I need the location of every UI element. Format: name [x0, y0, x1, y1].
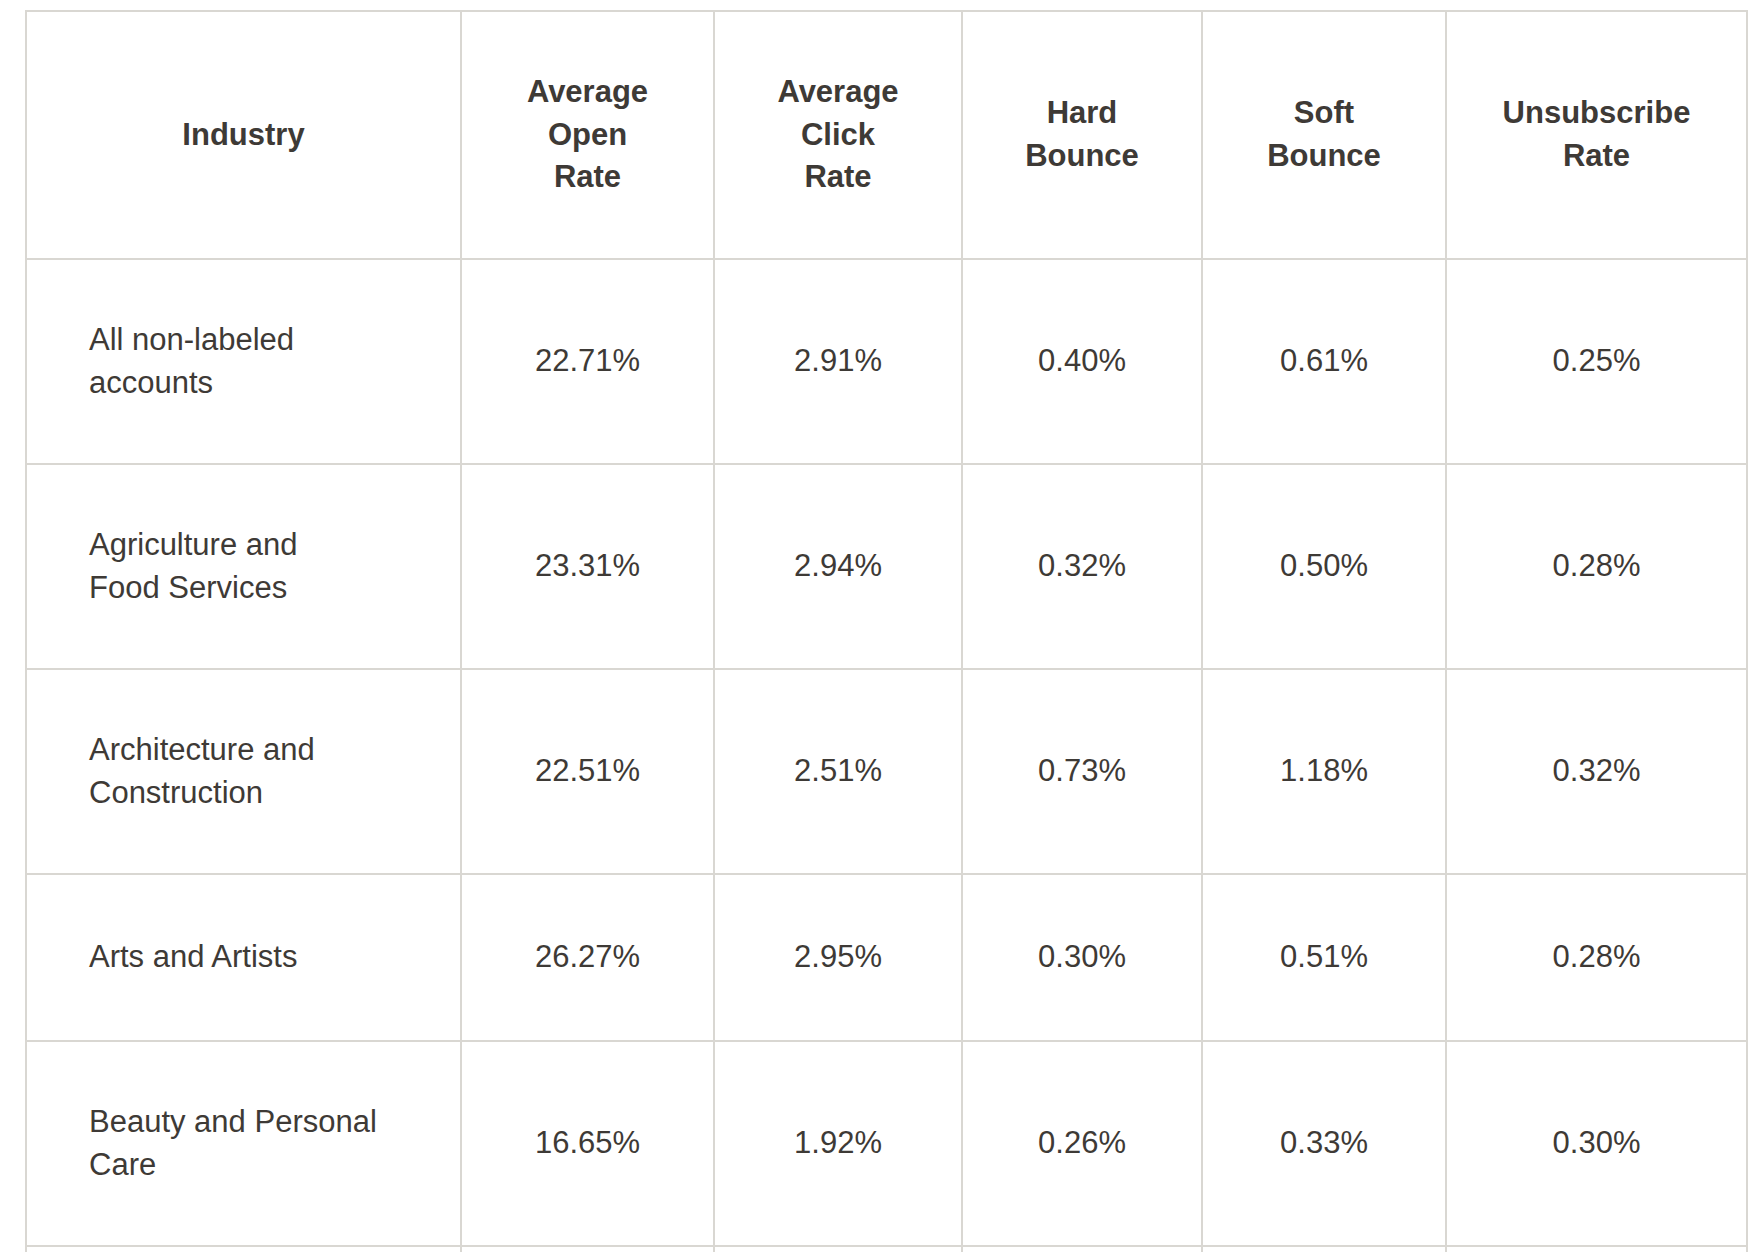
open-rate-cell: 22.71%: [461, 259, 714, 464]
value: 0.33%: [1280, 1125, 1368, 1160]
unsubscribe-rate-cell: 0.32%: [1446, 669, 1747, 874]
table-row: All non-labeled accounts 22.71% 2.91% 0.…: [26, 259, 1747, 464]
click-rate-cell: 1.92%: [714, 1041, 962, 1246]
value: 2.94%: [794, 548, 882, 583]
industry-name: Architecture and Construction: [89, 729, 315, 815]
unsubscribe-rate-cell: 0.28%: [1446, 874, 1747, 1041]
unsubscribe-rate-cell: [1446, 1246, 1747, 1252]
unsubscribe-rate-cell: 0.30%: [1446, 1041, 1747, 1246]
hard-bounce-cell: 0.40%: [962, 259, 1202, 464]
column-header-label: Soft Bounce: [1267, 92, 1381, 178]
hard-bounce-cell: 0.32%: [962, 464, 1202, 669]
value: 1.18%: [1280, 753, 1368, 788]
industry-cell: Beauty and Personal Care: [26, 1041, 461, 1246]
table-row-partial: [26, 1246, 1747, 1252]
column-header-unsubscribe-rate: Unsubscribe Rate: [1446, 11, 1747, 259]
column-header-average-click-rate: Average Click Rate: [714, 11, 962, 259]
table-row: Arts and Artists 26.27% 2.95% 0.30% 0.51…: [26, 874, 1747, 1041]
soft-bounce-cell: 0.50%: [1202, 464, 1446, 669]
soft-bounce-cell: 0.61%: [1202, 259, 1446, 464]
value: 26.27%: [535, 939, 640, 974]
table-row: Architecture and Construction 22.51% 2.5…: [26, 669, 1747, 874]
industry-cell: All non-labeled accounts: [26, 259, 461, 464]
soft-bounce-cell: 0.33%: [1202, 1041, 1446, 1246]
industry-cell: Architecture and Construction: [26, 669, 461, 874]
soft-bounce-cell: 1.18%: [1202, 669, 1446, 874]
value: 0.32%: [1038, 548, 1126, 583]
value: 0.50%: [1280, 548, 1368, 583]
value: 16.65%: [535, 1125, 640, 1160]
unsubscribe-rate-cell: 0.25%: [1446, 259, 1747, 464]
value: 0.40%: [1038, 343, 1126, 378]
value: 22.51%: [535, 753, 640, 788]
value: 0.73%: [1038, 753, 1126, 788]
column-header-label: Hard Bounce: [1025, 92, 1139, 178]
value: 0.30%: [1553, 1125, 1641, 1160]
column-header-label: Average Click Rate: [777, 71, 898, 199]
value: 23.31%: [535, 548, 640, 583]
value: 0.28%: [1553, 548, 1641, 583]
industry-name: Beauty and Personal Care: [89, 1101, 377, 1187]
value: 2.91%: [794, 343, 882, 378]
industry-cell: [26, 1246, 461, 1252]
open-rate-cell: [461, 1246, 714, 1252]
column-header-industry: Industry: [26, 11, 461, 259]
column-header-soft-bounce: Soft Bounce: [1202, 11, 1446, 259]
value: 2.95%: [794, 939, 882, 974]
industry-cell: Arts and Artists: [26, 874, 461, 1041]
industry-name: Agriculture and Food Services: [89, 524, 298, 610]
column-header-label: Unsubscribe Rate: [1503, 92, 1691, 178]
industry-name: Arts and Artists: [89, 936, 297, 979]
value: 0.32%: [1553, 753, 1641, 788]
value: 0.25%: [1553, 343, 1641, 378]
open-rate-cell: 22.51%: [461, 669, 714, 874]
value: 0.30%: [1038, 939, 1126, 974]
click-rate-cell: 2.51%: [714, 669, 962, 874]
soft-bounce-cell: 0.51%: [1202, 874, 1446, 1041]
column-header-label: Industry: [182, 114, 304, 157]
hard-bounce-cell: 0.73%: [962, 669, 1202, 874]
column-header-average-open-rate: Average Open Rate: [461, 11, 714, 259]
value: 0.51%: [1280, 939, 1368, 974]
industry-benchmarks-table: Industry Average Open Rate Average Click…: [25, 10, 1748, 1252]
value: 1.92%: [794, 1125, 882, 1160]
header-row: Industry Average Open Rate Average Click…: [26, 11, 1747, 259]
hard-bounce-cell: 0.30%: [962, 874, 1202, 1041]
column-header-hard-bounce: Hard Bounce: [962, 11, 1202, 259]
value: 2.51%: [794, 753, 882, 788]
column-header-label: Average Open Rate: [527, 71, 648, 199]
industry-name: All non-labeled accounts: [89, 319, 294, 405]
table-row: Agriculture and Food Services 23.31% 2.9…: [26, 464, 1747, 669]
hard-bounce-cell: [962, 1246, 1202, 1252]
value: 0.28%: [1553, 939, 1641, 974]
click-rate-cell: 2.95%: [714, 874, 962, 1041]
value: 0.26%: [1038, 1125, 1126, 1160]
value: 22.71%: [535, 343, 640, 378]
open-rate-cell: 23.31%: [461, 464, 714, 669]
click-rate-cell: 2.94%: [714, 464, 962, 669]
hard-bounce-cell: 0.26%: [962, 1041, 1202, 1246]
industry-cell: Agriculture and Food Services: [26, 464, 461, 669]
click-rate-cell: [714, 1246, 962, 1252]
open-rate-cell: 16.65%: [461, 1041, 714, 1246]
click-rate-cell: 2.91%: [714, 259, 962, 464]
value: 0.61%: [1280, 343, 1368, 378]
table-row: Beauty and Personal Care 16.65% 1.92% 0.…: [26, 1041, 1747, 1246]
unsubscribe-rate-cell: 0.28%: [1446, 464, 1747, 669]
soft-bounce-cell: [1202, 1246, 1446, 1252]
open-rate-cell: 26.27%: [461, 874, 714, 1041]
